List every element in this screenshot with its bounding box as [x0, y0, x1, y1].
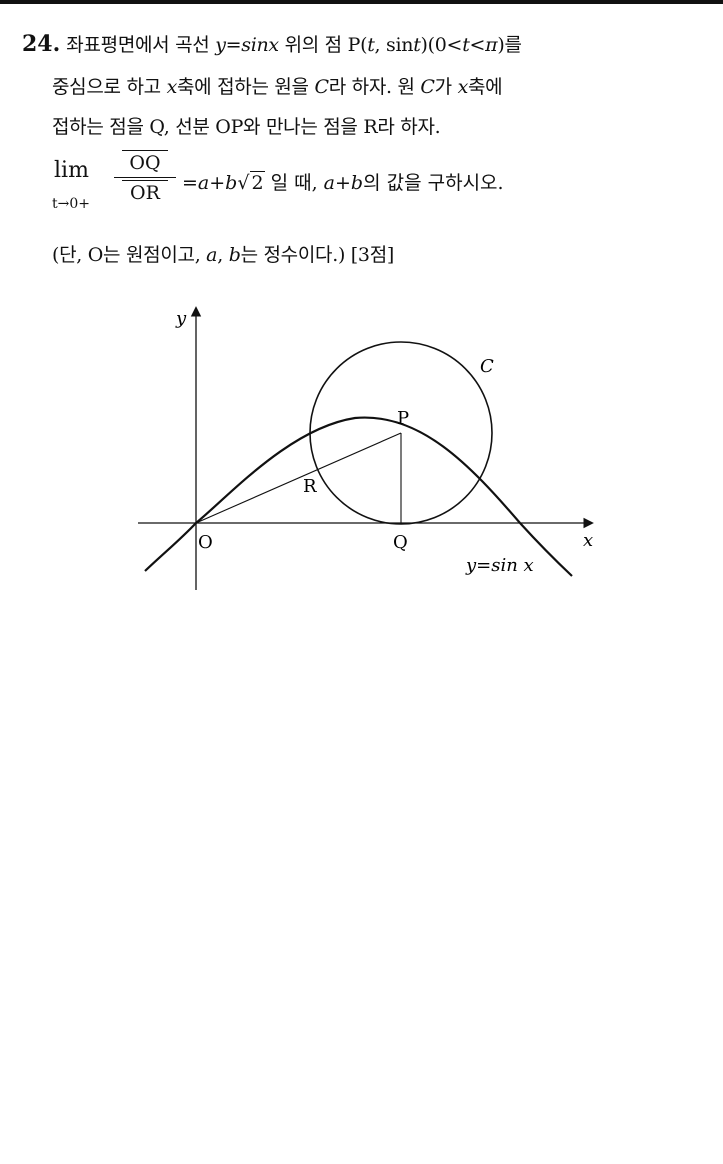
- text-fragment: ,: [217, 244, 229, 266]
- sine-curve: [144, 416, 573, 577]
- plus-sign: +: [209, 172, 226, 194]
- curve-label: y=sin x: [465, 555, 534, 576]
- label-y: y: [175, 308, 187, 329]
- variable-pi: π: [485, 34, 498, 56]
- lim-word: lim: [54, 158, 89, 183]
- sqrt-symbol: √: [237, 172, 250, 194]
- fraction: OQ OR: [114, 150, 176, 204]
- text-fragment: 좌표평면에서 곡선: [66, 34, 216, 56]
- variable-b: b: [225, 172, 238, 194]
- variable-t: t: [462, 34, 470, 56]
- sqrt-value: 2: [250, 171, 265, 194]
- text-fragment: 라 하자. 원: [328, 76, 421, 98]
- label-Q: Q: [393, 532, 408, 553]
- variable-b: b: [350, 172, 364, 194]
- plus-sign: +: [335, 172, 351, 194]
- variable-t: t: [367, 34, 375, 56]
- text-fragment: 의 값을 구하시오.: [363, 172, 504, 194]
- variable-x: x: [457, 76, 469, 98]
- label-x: x: [583, 530, 593, 551]
- variable-t: t: [413, 34, 421, 56]
- text-fragment: 일 때,: [264, 172, 324, 194]
- label-C: C: [480, 356, 494, 377]
- lim-subscript: t→0+: [52, 196, 90, 212]
- text-fragment: 가: [434, 76, 458, 98]
- variable-b: b: [228, 244, 241, 266]
- fraction-numerator: OQ: [122, 150, 168, 174]
- top-rule: [0, 0, 723, 4]
- label-P: P: [397, 408, 409, 429]
- text-fragment: 축에: [468, 76, 503, 98]
- equation-fragment: y=sinx: [215, 34, 279, 56]
- variable-C: C: [314, 76, 329, 98]
- text-fragment: (단, O는 원점이고,: [52, 244, 207, 266]
- segment-OP: [195, 432, 402, 524]
- equals-sign: =: [182, 172, 198, 194]
- text-fragment: <: [469, 34, 486, 56]
- text-fragment: )(0<: [420, 34, 463, 56]
- problem-condition: (단, O는 원점이고, a, b는 정수이다.) [3점]: [52, 240, 394, 267]
- text-fragment: 는 정수이다.) [3점]: [240, 244, 395, 266]
- figure-diagram: y x O P Q R C y=sin x: [138, 306, 594, 590]
- fraction-bar: [114, 177, 176, 178]
- fraction-denominator: OR: [122, 180, 168, 204]
- variable-x: x: [166, 76, 178, 98]
- problem-line-3: 접하는 점을 Q, 선분 OP와 만나는 점을 R라 하자.: [52, 116, 441, 138]
- text-fragment: , sin: [374, 34, 414, 56]
- text-fragment: )를: [497, 34, 522, 56]
- variable-C: C: [420, 76, 435, 98]
- circle-C: [309, 341, 493, 525]
- problem-line-2: 중심으로 하고 x축에 접하는 원을 C라 하자. 원 C가 x축에: [52, 72, 503, 99]
- text-fragment: 중심으로 하고: [52, 76, 167, 98]
- text-fragment: 위의 점 P(: [278, 34, 368, 56]
- label-O: O: [198, 532, 213, 553]
- label-R: R: [303, 476, 317, 497]
- variable-a: a: [197, 172, 210, 194]
- problem-line-1: 24. 좌표평면에서 곡선 y=sinx 위의 점 P(t, sint)(0<t<…: [22, 30, 522, 57]
- variable-a: a: [323, 172, 335, 194]
- text-fragment: 축에 접하는 원을: [176, 76, 315, 98]
- variable-a: a: [206, 244, 218, 266]
- limit-rhs: =a+b√ 2 일 때, a+b의 값을 구하시오.: [182, 168, 504, 195]
- problem-number: 24.: [22, 31, 61, 57]
